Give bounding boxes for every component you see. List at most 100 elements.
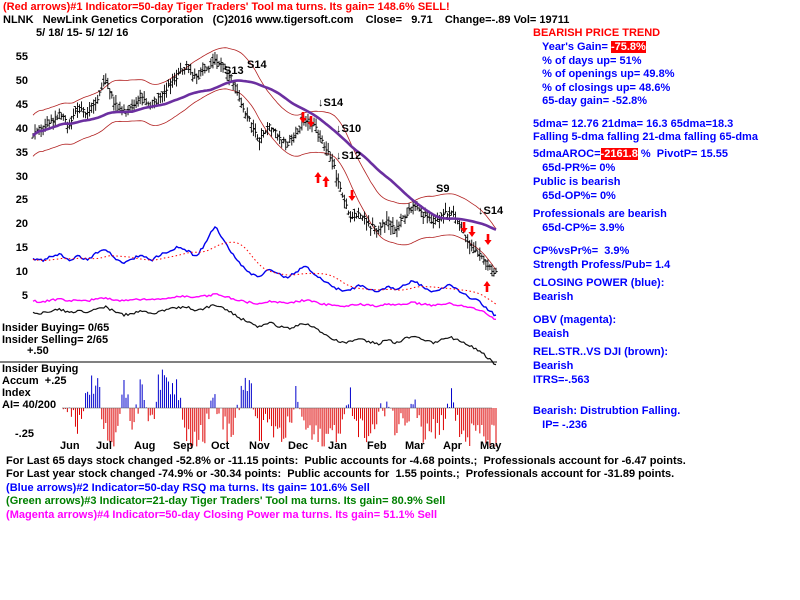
month-label: Jul (96, 440, 112, 452)
obv-line (32, 293, 497, 320)
price-axis-label: 55 (15, 51, 28, 63)
month-label: Jan (328, 440, 347, 452)
pr-65d-text: 65d-PR%= 0% (533, 162, 616, 174)
ip: IP= -.236 (533, 419, 587, 431)
price-axis-label: 50 (15, 74, 28, 87)
op-65d: 65d-OP%= 0% (533, 190, 616, 202)
date-range: 5/ 18/ 15- 5/ 12/ 16 (36, 27, 129, 39)
signal-label: ↓S10 (336, 123, 361, 135)
closing-power-line (32, 226, 497, 317)
down-arrow-icon (307, 116, 315, 127)
cp-65d: 65d-CP%= 3.9% (533, 222, 624, 234)
closings-up-text: % of closings up= 48.6% (533, 82, 671, 94)
dma-trend: Falling 5-dma falling 21-dma falling 65-… (533, 131, 758, 143)
ma50-line (32, 79, 497, 231)
dma-values: 5dma= 12.76 21dma= 16.3 65dma=18.3 (533, 118, 733, 130)
price-axis-label: 40 (15, 122, 28, 135)
strength-ratio: Strength Profess/Pub= 1.4 (533, 259, 670, 271)
aroc-pivot-text: 5dmaAROC= (533, 148, 601, 160)
public-sentiment: Public is bearish (533, 176, 620, 188)
trend-title-text: BEARISH PRICE TREND (533, 27, 661, 39)
dma-trend-text: Falling 5-dma falling 21-dma falling 65-… (533, 131, 758, 143)
obv-status-text: Beaish (533, 328, 570, 340)
footer-indicator-3: (Green arrows)#3 Indicator=21-day Tiger … (3, 495, 446, 507)
relstr-header-text: REL.STR..VS DJI (brown): (533, 346, 669, 358)
distribution-text: Bearish: Distrubtion Falling. (533, 405, 681, 417)
trend-title: BEARISH PRICE TREND (533, 27, 660, 39)
insider-selling-count: Insider Selling= 2/65 (2, 334, 109, 346)
down-arrow-icon (299, 112, 307, 123)
down-arrow-icon (460, 222, 468, 233)
professional-sentiment-text: Professionals are bearish (533, 208, 667, 220)
price-axis-label: 30 (15, 170, 28, 183)
obv-status: Beaish (533, 328, 569, 340)
relstr-status: Bearish (533, 360, 573, 372)
signal-label: S14 (247, 59, 267, 71)
up-arrow-icon (314, 172, 322, 183)
price-axis-label: 25 (15, 194, 28, 207)
price-axis-label: 20 (15, 218, 28, 231)
closing-power-status-text: Bearish (533, 291, 574, 303)
price-axis-label: 45 (15, 98, 28, 111)
month-label: Nov (249, 440, 270, 452)
accumulation-histogram (62, 369, 497, 447)
openings-up: % of openings up= 49.8% (533, 68, 675, 80)
openings-up-text: % of openings up= 49.8% (533, 68, 675, 80)
month-label: May (480, 440, 502, 452)
itrs: ITRS=-.563 (533, 374, 590, 386)
footer-indicator-4: (Magenta arrows)#4 Indicator=50-day Clos… (3, 509, 438, 521)
years-gain-text: Year's Gain= (533, 41, 611, 53)
gain-65d-text: 65-day gain= -52.8% (533, 95, 648, 107)
cp-ma-dotted-line (32, 241, 497, 305)
down-arrow-icon (484, 234, 492, 245)
lower-band-line (32, 88, 497, 271)
month-label: Aug (134, 440, 156, 452)
price-axis-label: 5 (21, 290, 28, 302)
indicator-1-line: (Red arrows)#1 Indicator=50-day Tiger Tr… (3, 1, 450, 13)
scale-minus-25: -.25 (15, 428, 34, 440)
signal-arrows (299, 112, 492, 292)
cp-vs-pr: CP%vsPr%= 3.9% (533, 245, 629, 257)
month-label: Feb (367, 440, 387, 452)
aroc-pivot-value: -2161.8 (600, 148, 638, 160)
obv-header: OBV (magenta): (533, 314, 616, 326)
pr-65d: 65d-PR%= 0% (533, 162, 615, 174)
ip-text: IP= -.236 (533, 419, 588, 431)
aroc-pivot: 5dmaAROC=-2161.8 % PivotP= 15.55 (533, 148, 728, 160)
month-label: Jun (60, 440, 80, 452)
lower-panel-title: Insider Buying (2, 363, 79, 375)
signal-label: ↓S14 (478, 205, 504, 217)
signal-label: S13 (224, 65, 244, 77)
relstr-status-text: Bearish (533, 360, 574, 372)
footer-indicator-2: (Blue arrows)#2 Indicator=50-day RSQ ma … (3, 482, 370, 494)
month-label: Apr (443, 440, 462, 452)
price-chart[interactable]: S13 S14 ↓S14 ↓S10 ↓S12 S9 ↓S14 (0, 0, 530, 460)
footer-change-65d: For Last 65 days stock changed -52.8% or… (3, 455, 686, 467)
relative-strength-line (32, 304, 497, 366)
op-65d-text: 65d-OP%= 0% (533, 190, 616, 202)
closings-up: % of closings up= 48.6% (533, 82, 670, 94)
days-up-text: % of days up= 51% (533, 55, 642, 67)
index-label: Index (2, 387, 31, 399)
up-arrow-icon (483, 281, 491, 292)
obv-header-text: OBV (magenta): (533, 314, 617, 326)
upper-band-line (32, 47, 497, 230)
month-label: Mar (405, 440, 425, 452)
cp-65d-text: 65d-CP%= 3.9% (533, 222, 625, 234)
accum-scale-label: Accum +.25 (2, 375, 67, 387)
month-label: Dec (288, 440, 309, 452)
years-gain-value: -75.8% (610, 41, 646, 53)
public-sentiment-text: Public is bearish (533, 176, 621, 188)
dma-values-text: 5dma= 12.76 21dma= 16.3 65dma=18.3 (533, 118, 734, 130)
aroc-pivot-text: % PivotP= 15.55 (637, 148, 729, 160)
closing-power-header: CLOSING POWER (blue): (533, 277, 664, 289)
days-up: % of days up= 51% (533, 55, 642, 67)
scale-plus-50: +.50 (27, 345, 49, 357)
distribution: Bearish: Distrubtion Falling. (533, 405, 680, 417)
signal-label: ↓S12 (336, 150, 361, 162)
ai-ratio-label: AI= 40/200 (2, 399, 57, 411)
ticker-line: NLNK NewLink Genetics Corporation (C)201… (3, 14, 570, 26)
month-label: Sep (173, 440, 194, 452)
closing-power-header-text: CLOSING POWER (blue): (533, 277, 665, 289)
